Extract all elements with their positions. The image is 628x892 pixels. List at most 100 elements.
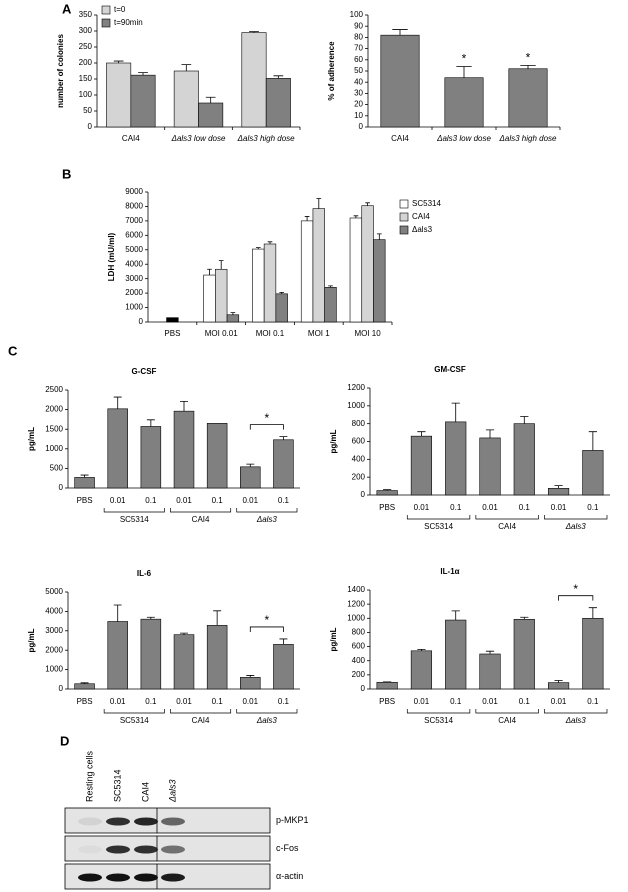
legend-swatch bbox=[101, 5, 111, 15]
bar bbox=[479, 437, 501, 496]
x-tick-label: MOI 0.1 bbox=[256, 329, 285, 338]
y-tick-label: 4000 bbox=[125, 259, 143, 268]
error-bar bbox=[588, 607, 597, 619]
y-axis-label: pg/mL bbox=[27, 628, 36, 652]
chart-title: IL-6 bbox=[137, 569, 152, 578]
x-tick-label: 0.01 bbox=[176, 496, 192, 505]
bar bbox=[240, 677, 261, 690]
bar bbox=[198, 102, 224, 128]
group-label: Δals3 bbox=[256, 515, 278, 524]
bar bbox=[300, 220, 314, 323]
x-tick-label: 0.1 bbox=[450, 697, 462, 706]
bar bbox=[74, 683, 95, 690]
group-label: CAI4 bbox=[498, 716, 516, 725]
y-tick-label: 5000 bbox=[125, 245, 143, 254]
x-tick-label: CAI4 bbox=[391, 134, 409, 143]
significance-bracket bbox=[249, 626, 284, 632]
y-axis-label: LDH (mU/ml) bbox=[107, 232, 116, 281]
y-tick-label: 1000 bbox=[45, 444, 63, 453]
y-tick-label: 100 bbox=[79, 90, 93, 99]
y-tick-label: 8000 bbox=[125, 202, 143, 211]
error-bar bbox=[249, 31, 259, 33]
y-tick-label: 5000 bbox=[45, 587, 63, 596]
error-bar bbox=[554, 680, 563, 683]
x-tick-label: 0.01 bbox=[482, 697, 498, 706]
y-axis-label: pg/mL bbox=[329, 627, 338, 651]
blot-band bbox=[106, 817, 130, 826]
error-bar bbox=[273, 75, 284, 79]
y-tick-label: 6000 bbox=[125, 230, 143, 239]
x-tick-label: CAI4 bbox=[122, 134, 140, 143]
x-tick-label: PBS bbox=[379, 503, 395, 512]
error-bar bbox=[279, 638, 288, 645]
x-tick-label: 0.01 bbox=[110, 496, 126, 505]
error-bar bbox=[520, 416, 529, 424]
y-tick-label: 70 bbox=[354, 44, 363, 53]
error-bar bbox=[181, 64, 192, 71]
x-tick-label: 0.1 bbox=[145, 697, 157, 706]
y-tick-label: 250 bbox=[79, 42, 93, 51]
bar bbox=[444, 77, 484, 128]
bar bbox=[312, 208, 325, 323]
lane-label: SC5314 bbox=[112, 769, 122, 802]
x-tick-label: 0.1 bbox=[587, 503, 599, 512]
y-tick-label: 800 bbox=[352, 419, 366, 428]
group-bracket bbox=[475, 515, 539, 520]
y-tick-label: 1000 bbox=[125, 303, 143, 312]
error-bar bbox=[180, 400, 188, 412]
panel-letter: B bbox=[62, 166, 71, 181]
bar bbox=[140, 426, 162, 489]
error-bar bbox=[485, 650, 495, 654]
x-tick-label: Δals3 low dose bbox=[436, 134, 491, 143]
error-bar bbox=[279, 436, 288, 440]
x-tick-label: Δals3 high dose bbox=[499, 134, 558, 143]
y-tick-label: 3000 bbox=[125, 274, 143, 283]
x-tick-label: Δals3 low dose bbox=[171, 134, 226, 143]
group-bracket bbox=[170, 709, 232, 714]
y-axis-label: % of adherence bbox=[327, 41, 336, 101]
y-axis-label: number of colonies bbox=[56, 34, 65, 108]
blot-band bbox=[161, 873, 185, 882]
y-tick-label: 1000 bbox=[347, 613, 365, 622]
bar bbox=[547, 488, 570, 496]
y-tick-label: 0 bbox=[88, 122, 93, 131]
significance-bracket bbox=[558, 595, 594, 601]
error-bar bbox=[304, 216, 310, 221]
legend-swatch bbox=[399, 199, 409, 209]
group-label: SC5314 bbox=[424, 522, 453, 531]
y-tick-label: 10 bbox=[354, 111, 363, 120]
y-tick-label: 300 bbox=[79, 26, 93, 35]
y-tick-label: 0 bbox=[359, 122, 364, 131]
x-tick-label: 0.1 bbox=[145, 496, 157, 505]
bar bbox=[241, 32, 267, 128]
group-label: CAI4 bbox=[192, 515, 210, 524]
error-bar bbox=[365, 202, 370, 206]
error-bar bbox=[588, 431, 597, 451]
y-tick-label: 200 bbox=[79, 58, 93, 67]
y-tick-label: 9000 bbox=[125, 187, 143, 196]
chart-title: GM-CSF bbox=[434, 365, 466, 374]
x-tick-label: 0.1 bbox=[519, 697, 531, 706]
x-tick-label: PBS bbox=[77, 496, 93, 505]
x-tick-label: 0.01 bbox=[176, 697, 192, 706]
x-tick-label: PBS bbox=[77, 697, 93, 706]
band-label: p-MKP1 bbox=[276, 815, 309, 825]
significance-label: * bbox=[265, 411, 270, 425]
bar bbox=[275, 293, 288, 323]
x-tick-label: 0.1 bbox=[278, 496, 290, 505]
legend-label: t=90min bbox=[114, 18, 143, 27]
bar bbox=[273, 644, 294, 690]
x-tick-label: 0.01 bbox=[110, 697, 126, 706]
significance-bracket bbox=[249, 424, 284, 430]
significance-label: * bbox=[573, 582, 578, 596]
y-axis-label: pg/mL bbox=[329, 429, 338, 453]
bar bbox=[349, 217, 363, 323]
group-bracket bbox=[544, 515, 608, 520]
bar bbox=[361, 205, 374, 323]
bar bbox=[582, 450, 604, 496]
bar bbox=[106, 62, 132, 128]
bar bbox=[479, 653, 501, 690]
blot-band bbox=[106, 873, 130, 882]
y-tick-label: 50 bbox=[83, 106, 92, 115]
band-label: α-actin bbox=[276, 871, 303, 881]
